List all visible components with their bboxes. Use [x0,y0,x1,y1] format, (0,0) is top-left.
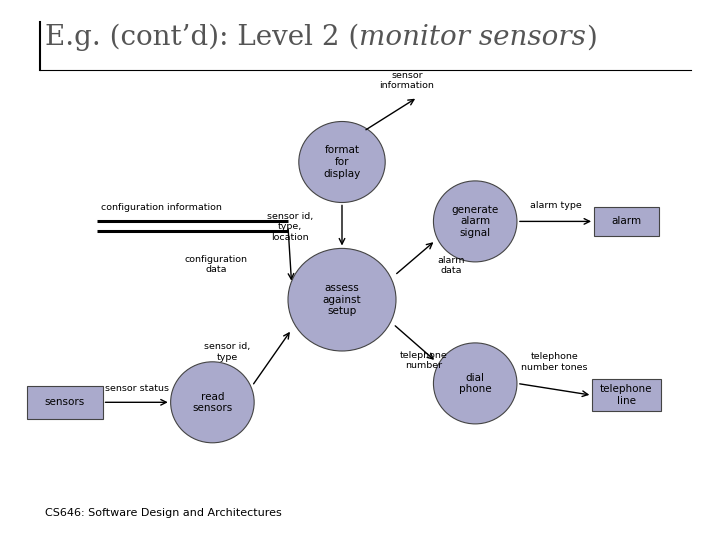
Text: CS646: Software Design and Architectures: CS646: Software Design and Architectures [45,508,282,518]
Text: generate
alarm
signal: generate alarm signal [451,205,499,238]
Text: telephone
number: telephone number [400,351,447,370]
Text: format
for
display: format for display [323,145,361,179]
Text: E.g. (cont’d): Level 2 (: E.g. (cont’d): Level 2 ( [45,24,359,51]
Text: dial
phone: dial phone [459,373,492,394]
Text: configuration
data: configuration data [184,255,248,274]
Text: ): ) [586,24,597,51]
Text: read
sensors: read sensors [192,392,233,413]
Text: sensor id,
type,
location: sensor id, type, location [267,212,313,242]
Text: sensor
information: sensor information [379,71,434,90]
Ellipse shape [433,343,517,424]
Text: sensors: sensors [45,397,85,407]
Text: monitor sensors: monitor sensors [359,24,586,51]
Ellipse shape [299,122,385,202]
Text: telephone
number tones: telephone number tones [521,352,588,372]
Ellipse shape [288,248,396,351]
Ellipse shape [171,362,254,443]
Text: alarm: alarm [611,217,642,226]
Text: alarm
data: alarm data [438,256,465,275]
FancyBboxPatch shape [27,386,102,418]
Text: alarm type: alarm type [530,200,581,210]
FancyBboxPatch shape [594,206,659,237]
Text: assess
against
setup: assess against setup [323,283,361,316]
Text: configuration information: configuration information [101,202,222,212]
Text: telephone
line: telephone line [600,384,652,406]
Ellipse shape [433,181,517,262]
FancyBboxPatch shape [593,379,661,411]
Text: sensor status: sensor status [104,383,168,393]
Text: sensor id,
type: sensor id, type [204,342,251,362]
